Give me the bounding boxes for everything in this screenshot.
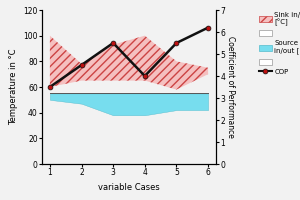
Legend: Sink in/out
[°C], , Source
in/out [°C], , COP: Sink in/out [°C], , Source in/out [°C], … xyxy=(258,10,300,77)
Y-axis label: Temperature in °C: Temperature in °C xyxy=(9,49,18,125)
X-axis label: variable Cases: variable Cases xyxy=(98,183,160,192)
Y-axis label: Coefficient of Performance: Coefficient of Performance xyxy=(226,36,235,138)
